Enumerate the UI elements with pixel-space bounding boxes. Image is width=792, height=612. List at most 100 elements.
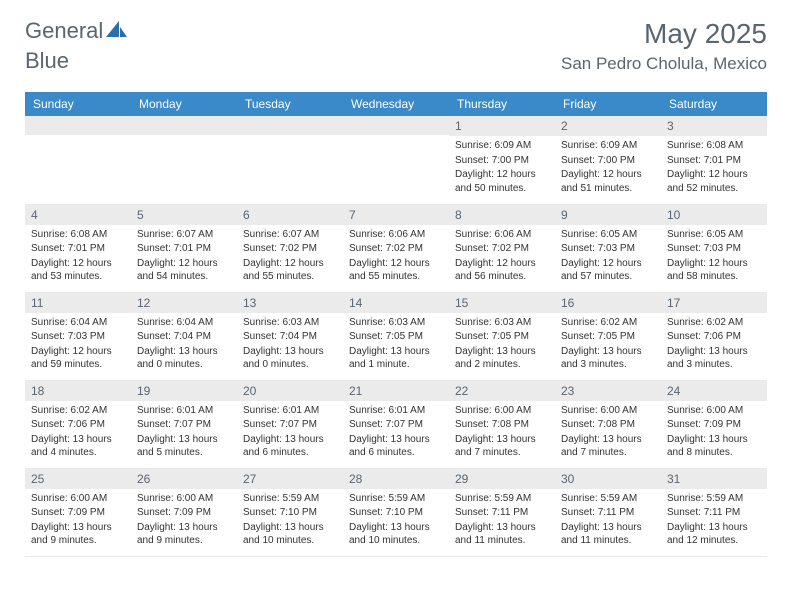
day-details: Sunrise: 6:03 AMSunset: 7:04 PMDaylight:… bbox=[237, 313, 343, 376]
daylight-line: Daylight: 13 hours and 10 minutes. bbox=[243, 521, 337, 548]
calendar-week-row: 25Sunrise: 6:00 AMSunset: 7:09 PMDayligh… bbox=[25, 468, 767, 556]
day-details: Sunrise: 6:01 AMSunset: 7:07 PMDaylight:… bbox=[237, 401, 343, 464]
sunrise-line: Sunrise: 6:03 AM bbox=[349, 316, 443, 330]
day-details: Sunrise: 6:08 AMSunset: 7:01 PMDaylight:… bbox=[661, 136, 767, 199]
day-cell: 28Sunrise: 5:59 AMSunset: 7:10 PMDayligh… bbox=[343, 468, 449, 556]
location-subtitle: San Pedro Cholula, Mexico bbox=[561, 54, 767, 74]
sunrise-line: Sunrise: 6:01 AM bbox=[243, 404, 337, 418]
day-cell: 31Sunrise: 5:59 AMSunset: 7:11 PMDayligh… bbox=[661, 468, 767, 556]
day-number: 24 bbox=[661, 381, 767, 401]
calendar-week-row: 18Sunrise: 6:02 AMSunset: 7:06 PMDayligh… bbox=[25, 380, 767, 468]
sunset-line: Sunset: 7:11 PM bbox=[455, 506, 549, 520]
day-cell: 7Sunrise: 6:06 AMSunset: 7:02 PMDaylight… bbox=[343, 204, 449, 292]
day-number: 3 bbox=[661, 116, 767, 136]
sunrise-line: Sunrise: 6:07 AM bbox=[243, 228, 337, 242]
day-header-tuesday: Tuesday bbox=[237, 92, 343, 116]
daylight-line: Daylight: 12 hours and 57 minutes. bbox=[561, 257, 655, 284]
month-year-title: May 2025 bbox=[561, 18, 767, 50]
day-cell: 26Sunrise: 6:00 AMSunset: 7:09 PMDayligh… bbox=[131, 468, 237, 556]
sunset-line: Sunset: 7:01 PM bbox=[667, 154, 761, 168]
sunset-line: Sunset: 7:07 PM bbox=[137, 418, 231, 432]
day-number: 21 bbox=[343, 381, 449, 401]
sunrise-line: Sunrise: 6:06 AM bbox=[349, 228, 443, 242]
sunrise-line: Sunrise: 6:08 AM bbox=[31, 228, 125, 242]
day-cell: 17Sunrise: 6:02 AMSunset: 7:06 PMDayligh… bbox=[661, 292, 767, 380]
daylight-line: Daylight: 12 hours and 50 minutes. bbox=[455, 168, 549, 195]
day-cell bbox=[343, 116, 449, 204]
day-cell: 21Sunrise: 6:01 AMSunset: 7:07 PMDayligh… bbox=[343, 380, 449, 468]
day-details: Sunrise: 6:03 AMSunset: 7:05 PMDaylight:… bbox=[449, 313, 555, 376]
daylight-line: Daylight: 13 hours and 0 minutes. bbox=[137, 345, 231, 372]
day-details: Sunrise: 6:01 AMSunset: 7:07 PMDaylight:… bbox=[343, 401, 449, 464]
sunset-line: Sunset: 7:04 PM bbox=[137, 330, 231, 344]
day-details: Sunrise: 5:59 AMSunset: 7:11 PMDaylight:… bbox=[555, 489, 661, 552]
daylight-line: Daylight: 12 hours and 52 minutes. bbox=[667, 168, 761, 195]
daylight-line: Daylight: 13 hours and 8 minutes. bbox=[667, 433, 761, 460]
sunset-line: Sunset: 7:00 PM bbox=[455, 154, 549, 168]
day-details: Sunrise: 5:59 AMSunset: 7:10 PMDaylight:… bbox=[343, 489, 449, 552]
day-number: 19 bbox=[131, 381, 237, 401]
day-cell: 16Sunrise: 6:02 AMSunset: 7:05 PMDayligh… bbox=[555, 292, 661, 380]
day-details: Sunrise: 5:59 AMSunset: 7:11 PMDaylight:… bbox=[449, 489, 555, 552]
calendar-week-row: 1Sunrise: 6:09 AMSunset: 7:00 PMDaylight… bbox=[25, 116, 767, 204]
calendar-week-row: 4Sunrise: 6:08 AMSunset: 7:01 PMDaylight… bbox=[25, 204, 767, 292]
empty-day-header bbox=[131, 116, 237, 135]
sunset-line: Sunset: 7:09 PM bbox=[137, 506, 231, 520]
day-header-friday: Friday bbox=[555, 92, 661, 116]
day-details: Sunrise: 6:00 AMSunset: 7:09 PMDaylight:… bbox=[661, 401, 767, 464]
day-cell: 24Sunrise: 6:00 AMSunset: 7:09 PMDayligh… bbox=[661, 380, 767, 468]
daylight-line: Daylight: 13 hours and 4 minutes. bbox=[31, 433, 125, 460]
day-cell: 4Sunrise: 6:08 AMSunset: 7:01 PMDaylight… bbox=[25, 204, 131, 292]
calendar-table: SundayMondayTuesdayWednesdayThursdayFrid… bbox=[25, 92, 767, 557]
sunrise-line: Sunrise: 6:01 AM bbox=[349, 404, 443, 418]
sunrise-line: Sunrise: 6:07 AM bbox=[137, 228, 231, 242]
daylight-line: Daylight: 12 hours and 56 minutes. bbox=[455, 257, 549, 284]
day-details: Sunrise: 6:09 AMSunset: 7:00 PMDaylight:… bbox=[449, 136, 555, 199]
sunset-line: Sunset: 7:05 PM bbox=[561, 330, 655, 344]
day-number: 12 bbox=[131, 293, 237, 313]
sunrise-line: Sunrise: 6:04 AM bbox=[31, 316, 125, 330]
sunset-line: Sunset: 7:02 PM bbox=[455, 242, 549, 256]
day-cell: 9Sunrise: 6:05 AMSunset: 7:03 PMDaylight… bbox=[555, 204, 661, 292]
sunset-line: Sunset: 7:11 PM bbox=[561, 506, 655, 520]
day-number: 28 bbox=[343, 469, 449, 489]
day-details: Sunrise: 5:59 AMSunset: 7:11 PMDaylight:… bbox=[661, 489, 767, 552]
logo: General bbox=[25, 18, 131, 44]
daylight-line: Daylight: 12 hours and 55 minutes. bbox=[243, 257, 337, 284]
day-number: 20 bbox=[237, 381, 343, 401]
day-header-row: SundayMondayTuesdayWednesdayThursdayFrid… bbox=[25, 92, 767, 116]
day-number: 15 bbox=[449, 293, 555, 313]
daylight-line: Daylight: 13 hours and 2 minutes. bbox=[455, 345, 549, 372]
day-details: Sunrise: 6:01 AMSunset: 7:07 PMDaylight:… bbox=[131, 401, 237, 464]
sunrise-line: Sunrise: 6:00 AM bbox=[137, 492, 231, 506]
day-cell: 8Sunrise: 6:06 AMSunset: 7:02 PMDaylight… bbox=[449, 204, 555, 292]
day-number: 2 bbox=[555, 116, 661, 136]
day-number: 18 bbox=[25, 381, 131, 401]
day-details: Sunrise: 6:06 AMSunset: 7:02 PMDaylight:… bbox=[449, 225, 555, 288]
sunset-line: Sunset: 7:03 PM bbox=[561, 242, 655, 256]
day-number: 5 bbox=[131, 205, 237, 225]
day-details: Sunrise: 6:05 AMSunset: 7:03 PMDaylight:… bbox=[555, 225, 661, 288]
day-details: Sunrise: 6:06 AMSunset: 7:02 PMDaylight:… bbox=[343, 225, 449, 288]
daylight-line: Daylight: 13 hours and 7 minutes. bbox=[455, 433, 549, 460]
day-cell: 11Sunrise: 6:04 AMSunset: 7:03 PMDayligh… bbox=[25, 292, 131, 380]
day-number: 23 bbox=[555, 381, 661, 401]
day-details: Sunrise: 6:04 AMSunset: 7:03 PMDaylight:… bbox=[25, 313, 131, 376]
daylight-line: Daylight: 12 hours and 54 minutes. bbox=[137, 257, 231, 284]
sunset-line: Sunset: 7:01 PM bbox=[137, 242, 231, 256]
day-details: Sunrise: 6:02 AMSunset: 7:05 PMDaylight:… bbox=[555, 313, 661, 376]
day-number: 4 bbox=[25, 205, 131, 225]
calendar-week-row: 11Sunrise: 6:04 AMSunset: 7:03 PMDayligh… bbox=[25, 292, 767, 380]
day-details: Sunrise: 6:05 AMSunset: 7:03 PMDaylight:… bbox=[661, 225, 767, 288]
sunset-line: Sunset: 7:10 PM bbox=[243, 506, 337, 520]
sunrise-line: Sunrise: 6:09 AM bbox=[561, 139, 655, 153]
day-details: Sunrise: 6:00 AMSunset: 7:09 PMDaylight:… bbox=[25, 489, 131, 552]
daylight-line: Daylight: 12 hours and 59 minutes. bbox=[31, 345, 125, 372]
day-header-thursday: Thursday bbox=[449, 92, 555, 116]
day-number: 11 bbox=[25, 293, 131, 313]
daylight-line: Daylight: 13 hours and 3 minutes. bbox=[561, 345, 655, 372]
sunrise-line: Sunrise: 6:06 AM bbox=[455, 228, 549, 242]
daylight-line: Daylight: 13 hours and 10 minutes. bbox=[349, 521, 443, 548]
sunrise-line: Sunrise: 5:59 AM bbox=[243, 492, 337, 506]
day-details: Sunrise: 6:09 AMSunset: 7:00 PMDaylight:… bbox=[555, 136, 661, 199]
